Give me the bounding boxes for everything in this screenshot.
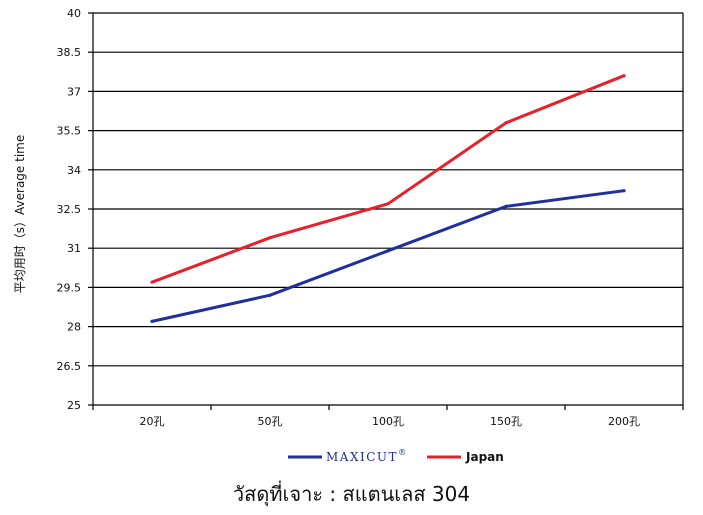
data-point-maxicut — [386, 249, 390, 253]
y-tick-label: 25 — [67, 399, 81, 412]
legend-label-japan: Japan — [465, 450, 504, 464]
legend: MAXICUT® Japan — [288, 448, 504, 464]
legend-label-maxicut: MAXICUT® — [326, 448, 408, 464]
x-tick-label: 150孔 — [490, 415, 522, 428]
data-point-japan — [386, 202, 390, 206]
x-tick-label: 20孔 — [140, 415, 165, 428]
y-tick-label: 26.5 — [57, 360, 82, 373]
x-tick-label: 100孔 — [372, 415, 404, 428]
data-point-maxicut — [622, 189, 626, 193]
data-point-japan — [504, 121, 508, 125]
y-tick-label: 31 — [67, 242, 81, 255]
y-tick-labels: 25 26.5 28 29.5 31 32.5 34 35.5 37 38.5 40 — [57, 7, 82, 412]
data-point-japan — [150, 280, 154, 284]
data-point-maxicut — [504, 204, 508, 208]
data-point-maxicut — [150, 319, 154, 323]
data-point-japan — [268, 236, 272, 240]
y-tick-label: 37 — [67, 85, 81, 98]
chart-caption: วัสดุที่เจาะ : สแตนเลส 304 — [232, 482, 471, 506]
series-lines — [150, 74, 626, 323]
axes — [92, 13, 684, 410]
y-tick-label: 32.5 — [57, 203, 82, 216]
y-tick-label: 35.5 — [57, 125, 82, 138]
x-tick-label: 200孔 — [608, 415, 640, 428]
y-tick-label: 29.5 — [57, 281, 82, 294]
grid-lines — [88, 12, 683, 406]
y-axis-label: 平均用时（s）Average time — [13, 135, 27, 293]
data-point-maxicut — [268, 293, 272, 297]
y-tick-label: 40 — [67, 7, 81, 20]
x-tick-labels: 20孔 50孔 100孔 150孔 200孔 — [140, 415, 641, 428]
data-point-japan — [622, 74, 626, 78]
y-tick-label: 28 — [67, 321, 81, 334]
line-chart: 25 26.5 28 29.5 31 32.5 34 35.5 37 38.5 40 20孔 50孔 1… — [13, 7, 684, 464]
x-tick-label: 50孔 — [258, 415, 283, 428]
y-tick-label: 34 — [67, 164, 81, 177]
y-tick-label: 38.5 — [57, 46, 82, 59]
